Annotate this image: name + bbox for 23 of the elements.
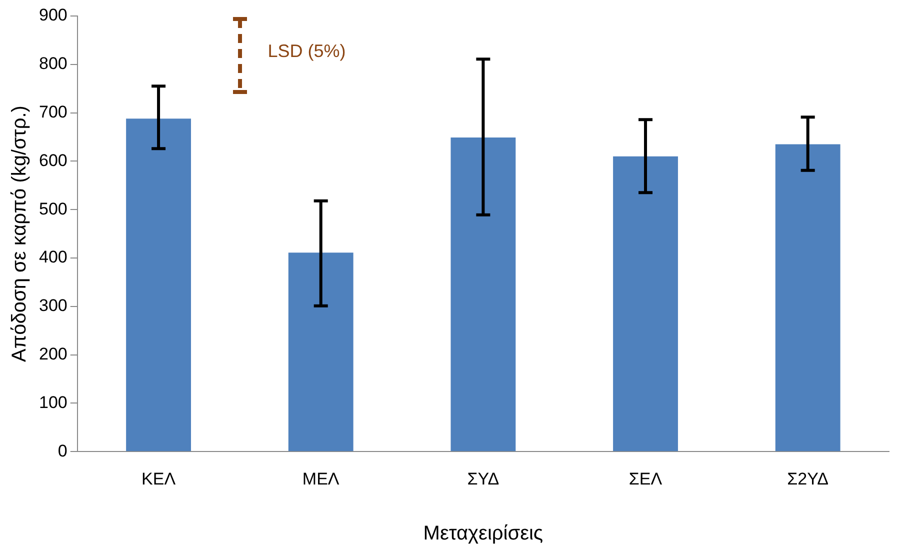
y-tick-label: 300 (38, 296, 68, 316)
bar (613, 156, 678, 452)
y-tick-label: 900 (38, 6, 68, 25)
bar (126, 118, 191, 452)
x-tick-label: ΜΕΛ (302, 469, 340, 488)
bar (288, 252, 354, 452)
bar (775, 144, 840, 452)
y-tick-label: 500 (38, 199, 68, 218)
x-tick-label: ΣΥΔ (467, 469, 500, 488)
x-axis-title: Μεταχειρίσεις (423, 522, 544, 545)
x-tick-label: ΚΕΛ (142, 469, 176, 488)
y-tick-label: 700 (38, 102, 68, 122)
y-tick-label: 0 (58, 441, 68, 460)
y-tick-label: 600 (38, 150, 68, 170)
y-tick-label: 800 (38, 54, 68, 74)
y-tick-label: 200 (38, 344, 68, 364)
annotation: LSD (5%) (268, 40, 346, 61)
x-tick-label: ΣΕΛ (628, 469, 663, 488)
y-tick-label: 100 (38, 392, 68, 412)
y-axis-title: Απόδοση σε καρπό (kg/στρ.) (8, 106, 31, 362)
y-tick-label: 400 (38, 248, 68, 267)
x-tick-label: Σ2ΥΔ (787, 469, 829, 488)
bar (450, 137, 516, 452)
